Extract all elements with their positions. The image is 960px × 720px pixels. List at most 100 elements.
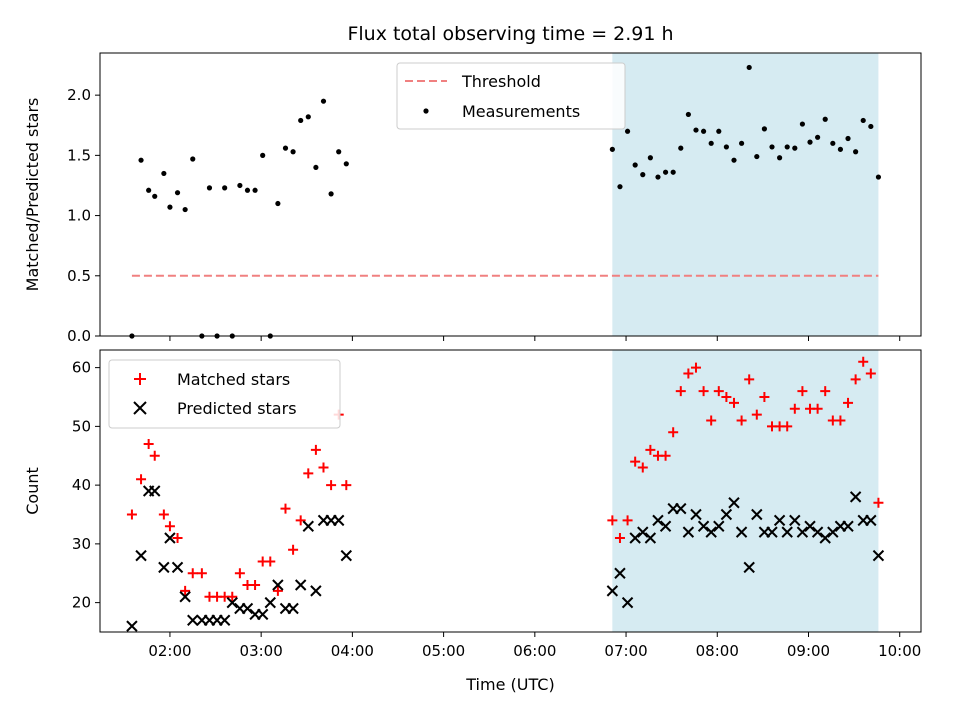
legend-predicted-label: Predicted stars (177, 399, 297, 418)
measurement-point (161, 170, 167, 177)
legend-bottom: Matched stars Predicted stars (108, 359, 341, 429)
predicted-star-point (287, 602, 299, 615)
predicted-star-point (872, 549, 885, 562)
measurement-point (716, 128, 722, 134)
predicted-star-point (659, 520, 672, 532)
measurement-point (678, 145, 684, 151)
matched-star-point (607, 515, 618, 526)
predicted-star-point (713, 520, 725, 532)
matched-star-point (668, 427, 679, 438)
measurement-point (731, 157, 737, 163)
y-tick-label: 1.0 (67, 207, 91, 225)
measurement-point (708, 140, 714, 146)
measurement-point (146, 187, 152, 193)
matched-star-point (850, 374, 861, 385)
predicted-star-point (272, 579, 284, 591)
y-axis-label: Count (23, 467, 42, 515)
predicted-star-point (126, 620, 138, 632)
measurement-point (845, 135, 851, 142)
measurement-point (647, 155, 653, 161)
predicted-star-point (819, 532, 831, 544)
measurement-point (252, 187, 258, 193)
matched-star-point (797, 386, 808, 397)
matched-star-point (858, 356, 869, 367)
predicted-star-point (179, 591, 191, 603)
matched-star-point (272, 585, 283, 596)
matched-star-point (751, 409, 762, 420)
measurement-point (792, 145, 798, 151)
measurement-point (313, 164, 319, 171)
matched-star-point (303, 468, 314, 479)
matched-star-point (172, 533, 183, 543)
matched-star-point (789, 403, 800, 414)
measurement-point (167, 204, 173, 210)
x-axis-label: Time (UTC) (465, 675, 554, 694)
predicted-star-point (218, 614, 231, 626)
predicted-star-point (256, 608, 269, 621)
legend-threshold-label: Threshold (461, 72, 541, 91)
predicted-star-point (751, 508, 763, 521)
star-count-panel: 20 30 40 50 60 02:00 03:00 04:00 05:00 06:00 07:00… (23, 349, 922, 694)
x-tick-label: 03:00 (240, 642, 283, 660)
measurement-point (875, 174, 882, 180)
y-tick-label: 0.0 (67, 327, 91, 345)
predicted-star-point (781, 526, 793, 538)
measurement-point (305, 114, 311, 120)
legend-box (396, 62, 626, 130)
matched-star-point (690, 362, 701, 373)
measurement-point (282, 145, 289, 151)
measurement-point (206, 185, 213, 191)
legend-box (108, 359, 341, 429)
measurement-point (275, 200, 281, 207)
legend-matched-swatch (134, 373, 146, 385)
predicted-star-point (644, 532, 657, 544)
matched-star-point (158, 509, 169, 520)
predicted-star-point (264, 596, 276, 609)
predicted-star-point (728, 497, 740, 509)
measurement-point (830, 140, 836, 146)
matched-star-point (126, 509, 137, 520)
legend-predicted-swatch (133, 401, 147, 415)
predicted-star-point (302, 520, 314, 532)
matched-star-point (843, 397, 854, 408)
predicted-star-point (332, 514, 345, 527)
measurement-point (777, 155, 783, 161)
matched-star-point (759, 392, 770, 402)
plot-frame (99, 52, 922, 337)
measurement-point (190, 156, 196, 162)
predicted-star-point (652, 514, 664, 527)
measurement-point (868, 123, 874, 130)
matched-star-point (326, 480, 337, 491)
predicted-star-point (690, 508, 702, 521)
predicted-star-point (164, 532, 176, 544)
measurement-point (670, 169, 676, 175)
matched-star-point (873, 497, 884, 508)
matched-star-point (265, 556, 276, 567)
measurement-point (624, 128, 631, 134)
measurement-point (738, 140, 745, 146)
predicted-star-point (629, 532, 641, 544)
matched-star-point (149, 450, 160, 461)
predicted-star-point (842, 520, 854, 532)
x-tick-label: 04:00 (331, 642, 374, 660)
measurement-point (837, 146, 844, 152)
matched-star-point (683, 368, 694, 379)
matched-star-point (706, 415, 717, 426)
predicted-star-point (621, 596, 634, 609)
measurement-point (152, 193, 158, 199)
y-axis-label: Matched/Predicted stars (23, 98, 42, 292)
matched-star-point (660, 450, 671, 461)
predicted-star-point (789, 514, 801, 527)
measurement-point (260, 152, 266, 158)
measurement-point (700, 128, 707, 134)
matched-star-point (143, 439, 154, 449)
matched-star-point (744, 374, 755, 385)
measurement-point (222, 185, 228, 191)
measurement-point (815, 134, 821, 140)
predicted-star-point (135, 549, 147, 562)
x-tick-label: 05:00 (422, 642, 465, 660)
measurement-point (640, 172, 646, 178)
measurement-point (244, 187, 251, 193)
measurement-point (343, 161, 349, 167)
predicted-star-point (340, 549, 353, 562)
